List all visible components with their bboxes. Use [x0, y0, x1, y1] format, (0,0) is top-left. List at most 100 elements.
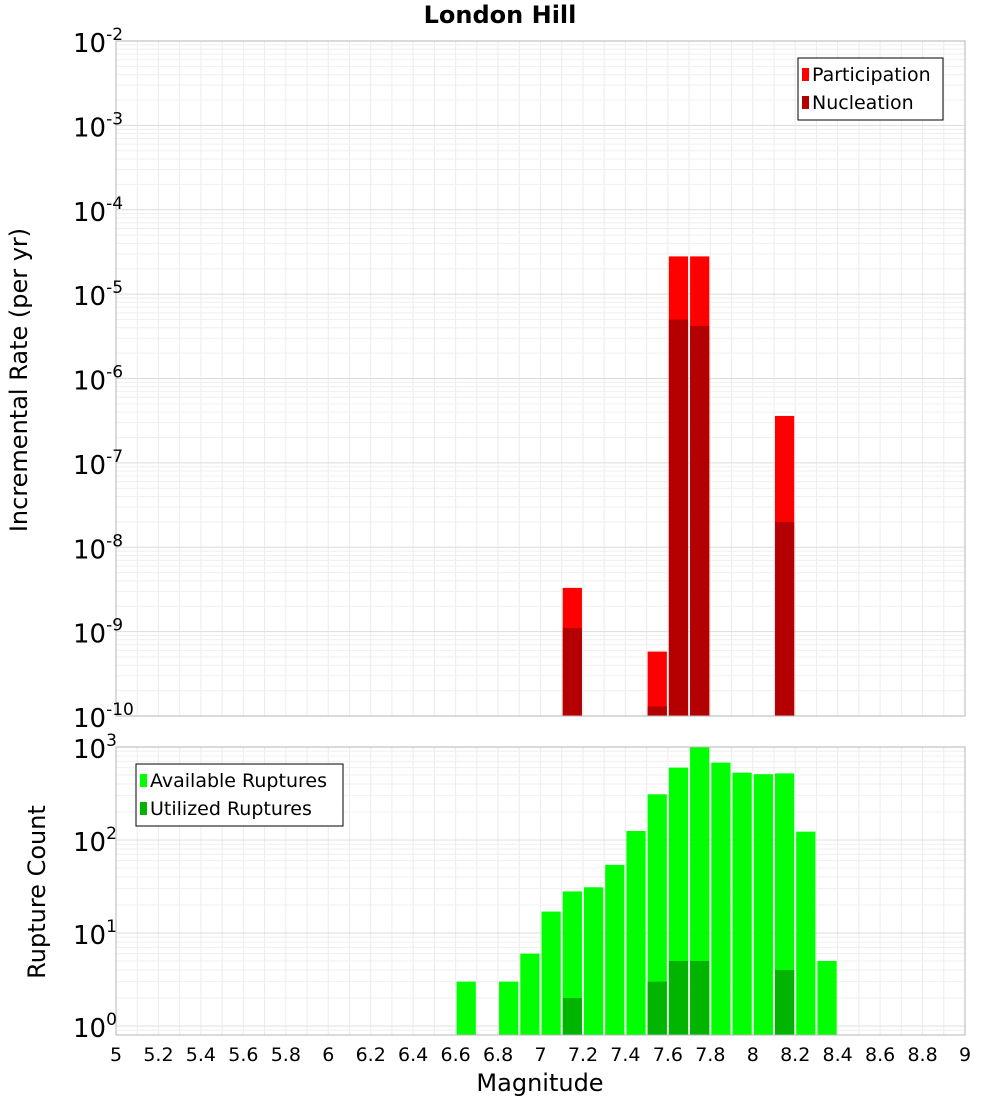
- bottom-legend-label: Utilized Ruptures: [150, 798, 312, 820]
- tick-base: 10: [73, 113, 106, 143]
- tick-base: 10: [73, 1014, 106, 1044]
- tick-base: 10: [73, 921, 106, 951]
- tick-exponent: -2: [106, 25, 123, 45]
- bottom-legend: Available Ruptures Utilized Ruptures: [135, 763, 344, 827]
- top-legend-swatch: [802, 68, 809, 81]
- bottom-bar-available-ruptures: [732, 772, 752, 1035]
- top-legend-label: Participation: [812, 64, 931, 86]
- bottom-x-tick-label: 6: [322, 1044, 334, 1066]
- tick-exponent: -5: [106, 278, 123, 298]
- top-grid: [116, 41, 965, 716]
- bottom-legend-swatch: [140, 774, 147, 787]
- bottom-bar-utilized-ruptures: [562, 997, 582, 1035]
- top-y-tick-label: 10-3: [73, 109, 123, 143]
- tick-exponent: 0: [106, 1010, 117, 1030]
- tick-base: 10: [73, 282, 106, 312]
- bottom-x-tick-label: 7.2: [568, 1044, 598, 1066]
- bottom-x-tick-label: 8.8: [907, 1044, 937, 1066]
- top-bar-nucleation: [774, 521, 795, 716]
- tick-base: 10: [73, 29, 106, 59]
- bottom-x-tick-label: 7.6: [653, 1044, 683, 1066]
- bottom-x-tick-label: 5.2: [143, 1044, 173, 1066]
- bottom-y-tick-label: 101: [73, 917, 117, 951]
- bottom-x-tick-label: 7: [534, 1044, 546, 1066]
- bottom-x-tick-label: 5.8: [271, 1044, 301, 1066]
- top-legend-label: Nucleation: [812, 92, 914, 114]
- tick-base: 10: [73, 704, 106, 734]
- top-bar-nucleation: [690, 325, 710, 716]
- bottom-bar-utilized-ruptures: [647, 981, 667, 1035]
- bottom-legend-swatch: [140, 802, 147, 815]
- x-axis-label: Magnitude: [476, 1069, 603, 1097]
- top-y-axis-label: Incremental Rate (per yr): [5, 228, 33, 532]
- bottom-bar-available-ruptures: [817, 960, 837, 1035]
- tick-exponent: -3: [106, 109, 123, 129]
- bottom-x-tick-label: 6.2: [356, 1044, 386, 1066]
- top-y-tick-label: 10-2: [73, 25, 123, 59]
- tick-exponent: -10: [106, 700, 134, 720]
- tick-exponent: -8: [106, 531, 123, 551]
- tick-base: 10: [73, 735, 106, 765]
- bottom-x-tick-label: 5: [110, 1044, 122, 1066]
- tick-base: 10: [73, 198, 106, 228]
- bottom-x-tick-label: 8: [747, 1044, 759, 1066]
- tick-exponent: -6: [106, 363, 123, 383]
- bottom-x-tick-label: 7.4: [610, 1044, 640, 1066]
- bottom-bar-available-ruptures: [626, 830, 646, 1035]
- top-y-tick-label: 10-7: [73, 447, 123, 481]
- bottom-y-tick-label: 103: [73, 731, 117, 765]
- bottom-y-axis-label: Rupture Count: [23, 805, 51, 979]
- bottom-legend-label: Available Ruptures: [150, 770, 327, 792]
- bottom-x-tick-label: 8.4: [823, 1044, 853, 1066]
- top-bar-nucleation: [668, 319, 689, 716]
- bottom-x-tick-label: 9: [959, 1044, 971, 1066]
- bottom-bar-available-ruptures: [753, 774, 773, 1035]
- top-bar-nucleation: [647, 706, 667, 716]
- top-legend: Participation Nucleation: [797, 57, 944, 121]
- tick-exponent: -7: [106, 447, 123, 467]
- tick-exponent: -9: [106, 616, 123, 636]
- bottom-bar-available-ruptures: [456, 981, 476, 1035]
- bottom-bar-utilized-ruptures: [668, 960, 689, 1035]
- tick-base: 10: [73, 828, 106, 858]
- bottom-legend-box: [135, 763, 344, 827]
- top-bar-nucleation: [562, 628, 582, 716]
- bottom-bar-available-ruptures: [647, 794, 667, 1035]
- top-y-tick-label: 10-8: [73, 531, 123, 565]
- chart-title: London Hill: [424, 1, 577, 29]
- top-y-tick-label: 10-6: [73, 363, 123, 397]
- top-plot-frame: [115, 40, 966, 717]
- bottom-bar-available-ruptures: [711, 762, 731, 1035]
- top-y-tick-label: 10-9: [73, 616, 123, 650]
- top-bar-participation: [647, 651, 667, 716]
- bottom-y-tick-label: 100: [73, 1010, 117, 1044]
- tick-base: 10: [73, 451, 106, 481]
- tick-base: 10: [73, 535, 106, 565]
- tick-exponent: 2: [106, 824, 117, 844]
- bottom-bar-available-ruptures: [541, 911, 561, 1035]
- bottom-x-tick-label: 6.6: [440, 1044, 470, 1066]
- bottom-plot-frame: [115, 746, 966, 1036]
- bottom-x-tick-label: 8.2: [780, 1044, 810, 1066]
- top-y-tick-label: 10-5: [73, 278, 123, 312]
- bottom-bar-utilized-ruptures: [690, 960, 710, 1035]
- bottom-series-1: [562, 960, 795, 1035]
- tick-exponent: -4: [106, 194, 123, 214]
- bottom-bar-utilized-ruptures: [774, 969, 795, 1035]
- top-panel: 10-1010-910-810-710-610-510-410-310-2Par…: [73, 25, 966, 734]
- bottom-bar-available-ruptures: [499, 981, 519, 1035]
- bottom-bar-available-ruptures: [796, 831, 816, 1035]
- tick-exponent: 1: [106, 917, 117, 937]
- top-legend-swatch: [802, 96, 809, 109]
- bottom-series-0: [456, 747, 837, 1035]
- bottom-x-tick-label: 8.6: [865, 1044, 895, 1066]
- top-series-1: [562, 319, 795, 716]
- top-y-tick-label: 10-10: [73, 700, 134, 734]
- bottom-bar-available-ruptures: [774, 773, 795, 1035]
- bottom-bar-available-ruptures: [520, 953, 540, 1035]
- tick-base: 10: [73, 367, 106, 397]
- bottom-x-tick-label: 5.4: [186, 1044, 216, 1066]
